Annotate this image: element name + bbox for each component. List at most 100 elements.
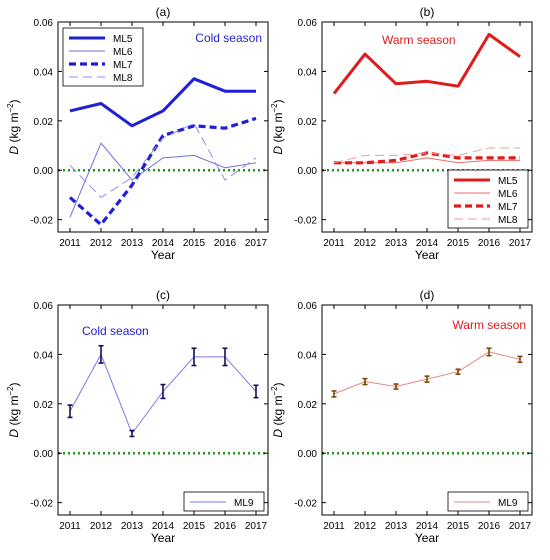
y-tick-label: 0.00 — [298, 166, 318, 177]
y-tick-label: 0.06 — [34, 301, 54, 312]
y-tick-label: -0.02 — [294, 216, 317, 227]
y-tick-label: 0.04 — [298, 350, 318, 361]
x-tick-label: 2016 — [214, 521, 237, 532]
x-tick-label: 2012 — [90, 238, 113, 249]
x-tick-label: 2012 — [354, 238, 377, 249]
y-tick-label: 0.04 — [298, 67, 318, 78]
error-bar — [191, 347, 197, 367]
y-axis-label-unit: (kg m — [271, 113, 285, 146]
y-axis-label-exp: −2 — [270, 386, 279, 396]
error-bar — [222, 347, 228, 367]
y-tick-label: 0.02 — [298, 400, 318, 411]
y-tick-label: 0.06 — [298, 18, 318, 29]
x-tick-label: 2013 — [121, 521, 144, 532]
error-bar — [331, 390, 337, 398]
y-axis-label-unit: (kg m — [7, 396, 21, 429]
data-series-group — [331, 347, 523, 398]
y-tick-label: 0.02 — [298, 117, 318, 128]
legend-label-ml5: ML5 — [113, 34, 133, 45]
x-tick-label: 2015 — [183, 521, 206, 532]
legend-label-ml8: ML8 — [113, 73, 133, 84]
x-tick-label: 2011 — [59, 521, 81, 532]
y-tick-label: 0.06 — [298, 301, 318, 312]
y-axis-label: D (kg m−2) — [6, 99, 21, 154]
season-label: Cold season — [195, 31, 262, 45]
panel-label: (a) — [156, 5, 171, 19]
error-bar — [517, 355, 523, 364]
x-tick-label: 2014 — [152, 238, 175, 249]
x-tick-label: 2014 — [416, 521, 439, 532]
error-bar — [98, 344, 104, 364]
error-bar — [67, 404, 73, 419]
x-tick-label: 2017 — [245, 238, 268, 249]
y-axis-label-close: ) — [271, 99, 285, 103]
y-axis-label-var: D — [271, 146, 285, 155]
error-bar — [393, 383, 399, 390]
series-line-ml5 — [332, 32, 521, 95]
x-tick-label: 2013 — [385, 521, 408, 532]
legend-label-ml6: ML6 — [498, 189, 518, 200]
panel-label: (b) — [420, 5, 435, 19]
y-axis-label-unit: (kg m — [271, 396, 285, 429]
x-tick-label: 2012 — [354, 521, 377, 532]
x-tick-label: 2016 — [478, 521, 501, 532]
x-axis-label: Year — [151, 248, 175, 262]
legend-label-ml7: ML7 — [498, 202, 518, 213]
y-axis-label: D (kg m−2) — [270, 382, 285, 437]
legend-label-ml6: ML6 — [113, 47, 133, 58]
y-tick-label: -0.02 — [294, 499, 317, 510]
legend-label-ml8: ML8 — [498, 215, 518, 226]
x-tick-label: 2015 — [183, 238, 206, 249]
legend-label-ml5: ML5 — [498, 176, 518, 187]
x-tick-label: 2017 — [509, 521, 532, 532]
y-axis-label-var: D — [7, 146, 21, 155]
y-tick-label: 0.00 — [34, 166, 54, 177]
y-tick-label: 0.04 — [34, 67, 54, 78]
x-tick-label: 2013 — [121, 238, 144, 249]
y-tick-label: 0.00 — [34, 449, 54, 460]
x-axis-label: Year — [151, 531, 175, 545]
y-axis-label-close: ) — [7, 99, 21, 103]
x-tick-label: 2011 — [323, 521, 345, 532]
y-axis-label: D (kg m−2) — [270, 99, 285, 154]
x-tick-label: 2014 — [152, 521, 175, 532]
series-line-ml5 — [69, 77, 256, 128]
x-axis-label: Year — [415, 531, 439, 545]
y-axis-label-exp: −2 — [6, 386, 15, 396]
legend-label-ml9: ML9 — [234, 498, 254, 509]
error-bar — [253, 384, 259, 399]
x-tick-label: 2017 — [245, 521, 268, 532]
legend: ML9 — [447, 491, 529, 512]
y-axis-label-unit: (kg m — [7, 113, 21, 146]
legend: ML5 ML6 ML7 ML8 — [62, 27, 144, 87]
chart-panel-d: (d) 0.06 0.04 0.02 0.00 -0.02 2011 2012 2013 2014… — [270, 288, 533, 545]
series-line-ml9 — [333, 351, 521, 395]
season-label: Cold season — [82, 324, 149, 338]
x-tick-label: 2014 — [416, 238, 439, 249]
y-axis-label-exp: −2 — [6, 103, 15, 113]
y-tick-label: 0.04 — [34, 350, 54, 361]
error-bar — [455, 368, 461, 375]
y-tick-label: -0.02 — [30, 216, 53, 227]
y-tick-label: 0.06 — [34, 18, 54, 29]
data-series-group — [67, 344, 259, 438]
season-label: Warm season — [382, 33, 456, 47]
series-line-ml7 — [334, 151, 520, 165]
series-line-ml6 — [69, 142, 257, 218]
chart-panel-c: (c) 0.06 0.04 0.02 0.00 -0.02 2011 2012 2013 2014… — [6, 288, 269, 545]
panel-label: (c) — [156, 288, 170, 302]
season-label: Warm season — [452, 318, 526, 332]
legend: ML5 ML6 ML7 ML8 — [447, 169, 529, 229]
x-tick-label: 2016 — [478, 238, 501, 249]
x-tick-label: 2013 — [385, 238, 408, 249]
y-axis-label-var: D — [7, 429, 21, 438]
x-tick-label: 2015 — [447, 238, 470, 249]
y-axis-label-exp: −2 — [270, 103, 279, 113]
error-bar — [362, 377, 368, 386]
data-series-group — [68, 77, 257, 227]
x-tick-label: 2011 — [323, 238, 345, 249]
series-line-ml6 — [334, 157, 520, 164]
chart-panel-b: (b) 0.06 0.04 0.02 0.00 -0.02 2011 2012 2013 2014… — [270, 5, 533, 262]
error-bar — [160, 383, 166, 400]
